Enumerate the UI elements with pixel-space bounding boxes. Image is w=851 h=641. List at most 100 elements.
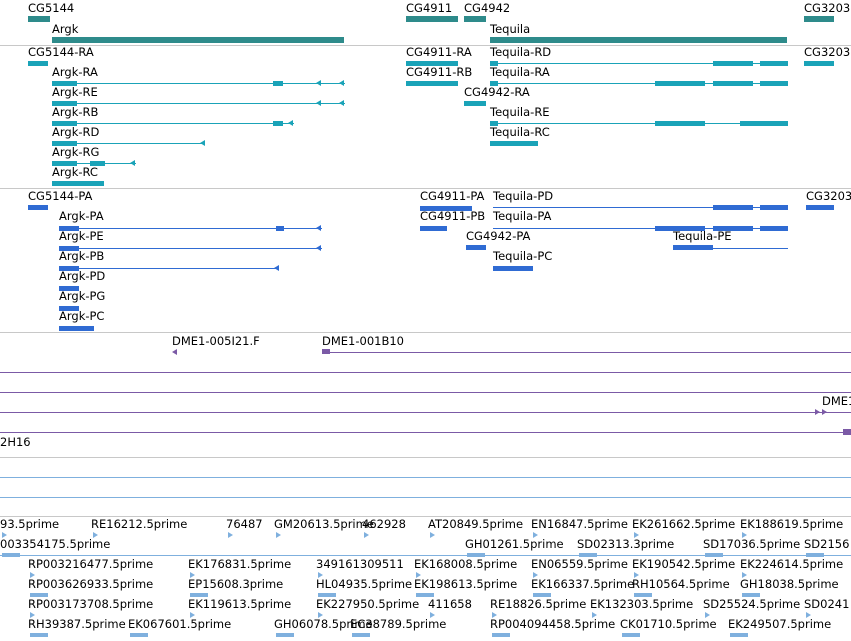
arrow-left-icon: [130, 160, 135, 166]
exon-block[interactable]: [28, 61, 48, 66]
exon-block[interactable]: [490, 141, 538, 146]
est-block[interactable]: [416, 593, 434, 597]
exon-block[interactable]: [490, 61, 498, 66]
est-label: EK198613.5prime: [414, 577, 518, 591]
exon-block[interactable]: [806, 205, 834, 210]
exon-block[interactable]: [59, 246, 79, 251]
est-label: 462928: [362, 517, 406, 531]
clone-end-block[interactable]: [322, 349, 330, 354]
exon-block[interactable]: [760, 226, 788, 231]
exon-block[interactable]: [713, 61, 753, 66]
est-block[interactable]: [30, 633, 48, 637]
est-label: 003354175.5prime: [0, 537, 111, 551]
est-label: EN16847.5prime: [531, 517, 628, 531]
exon-block[interactable]: [655, 81, 705, 86]
est-label: EK261662.5prime: [632, 517, 736, 531]
exon-block[interactable]: [273, 81, 283, 86]
est-block[interactable]: [533, 593, 551, 597]
est-block[interactable]: [276, 633, 294, 637]
exon-block[interactable]: [59, 306, 79, 311]
exon-block[interactable]: [420, 226, 447, 231]
exon-block[interactable]: [760, 61, 788, 66]
est-arrow-icon: [30, 612, 35, 618]
est-block[interactable]: [634, 593, 652, 597]
exon-block[interactable]: [420, 206, 472, 211]
exon-block[interactable]: [59, 226, 79, 231]
transcript-label: Argk-RB: [52, 105, 99, 119]
exon-block[interactable]: [713, 205, 753, 210]
gene-bar[interactable]: [52, 37, 344, 43]
est-arrow-icon: [533, 572, 538, 578]
est-label: RP003626933.5prime: [28, 577, 154, 591]
est-label: EK224614.5prime: [740, 557, 844, 571]
transcript-label: Tequila-RD: [490, 45, 552, 59]
est-arrow-icon: [705, 612, 710, 618]
exon-block[interactable]: [466, 245, 486, 250]
exon-block[interactable]: [52, 101, 77, 106]
est-arrow-icon: [533, 532, 538, 538]
intron-line: [59, 228, 322, 229]
gene-label: Tequila: [490, 22, 531, 36]
intron-line: [493, 207, 788, 208]
est-arrow-icon: [190, 572, 195, 578]
exon-block[interactable]: [59, 286, 79, 291]
transcript-label: CG4942-PA: [466, 229, 531, 243]
est-block[interactable]: [622, 633, 640, 637]
exon-block[interactable]: [490, 121, 498, 126]
exon-block[interactable]: [490, 81, 498, 86]
exon-block[interactable]: [493, 266, 533, 271]
est-block[interactable]: [730, 633, 748, 637]
exon-block[interactable]: [59, 266, 79, 271]
est-arrow-icon: [364, 532, 369, 538]
est-block[interactable]: [742, 593, 760, 597]
est-block[interactable]: [492, 633, 510, 637]
intron-line: [673, 248, 788, 249]
est-block[interactable]: [318, 593, 336, 597]
exon-block[interactable]: [655, 226, 705, 231]
exon-block[interactable]: [464, 101, 486, 106]
est-label: SD25524.5prime: [703, 597, 801, 611]
transcript-label: Argk-RG: [52, 145, 100, 159]
est-arrow-icon: [190, 612, 195, 618]
transcript-label: CG4911-RB: [406, 65, 473, 79]
intron-line: [52, 123, 294, 124]
exon-block[interactable]: [52, 81, 77, 86]
gene-bar[interactable]: [406, 16, 458, 22]
exon-block[interactable]: [406, 61, 458, 66]
est-block[interactable]: [30, 593, 48, 597]
exon-block[interactable]: [52, 121, 77, 126]
transcript-label: Argk-PD: [59, 269, 106, 283]
exon-block[interactable]: [59, 326, 94, 331]
exon-block[interactable]: [713, 81, 753, 86]
est-arrow-icon: [806, 612, 811, 618]
arrow-left-icon: [288, 120, 293, 126]
clone-end-block[interactable]: [843, 429, 851, 435]
exon-block[interactable]: [28, 205, 48, 210]
est-arrow-icon: [228, 532, 233, 538]
exon-block[interactable]: [276, 226, 284, 231]
est-label: AT20849.5prime: [428, 517, 524, 531]
exon-block[interactable]: [673, 245, 713, 250]
exon-block[interactable]: [90, 161, 105, 166]
exon-block[interactable]: [740, 121, 788, 126]
est-block[interactable]: [190, 593, 208, 597]
exon-block[interactable]: [760, 81, 788, 86]
exon-block[interactable]: [760, 205, 788, 210]
exon-block[interactable]: [52, 181, 104, 186]
gene-bar[interactable]: [804, 16, 834, 22]
exon-block[interactable]: [655, 121, 705, 126]
exon-block[interactable]: [406, 81, 458, 86]
exon-block[interactable]: [52, 161, 77, 166]
est-block[interactable]: [130, 633, 148, 637]
exon-block[interactable]: [804, 61, 834, 66]
gene-label: CG3203: [804, 1, 851, 15]
exon-block[interactable]: [713, 226, 753, 231]
exon-block[interactable]: [273, 121, 283, 126]
intron-line: [490, 83, 788, 84]
gene-bar[interactable]: [464, 16, 486, 22]
gene-bar[interactable]: [28, 16, 50, 22]
gene-bar[interactable]: [490, 37, 787, 43]
exon-block[interactable]: [52, 141, 77, 146]
est-block[interactable]: [352, 633, 370, 637]
